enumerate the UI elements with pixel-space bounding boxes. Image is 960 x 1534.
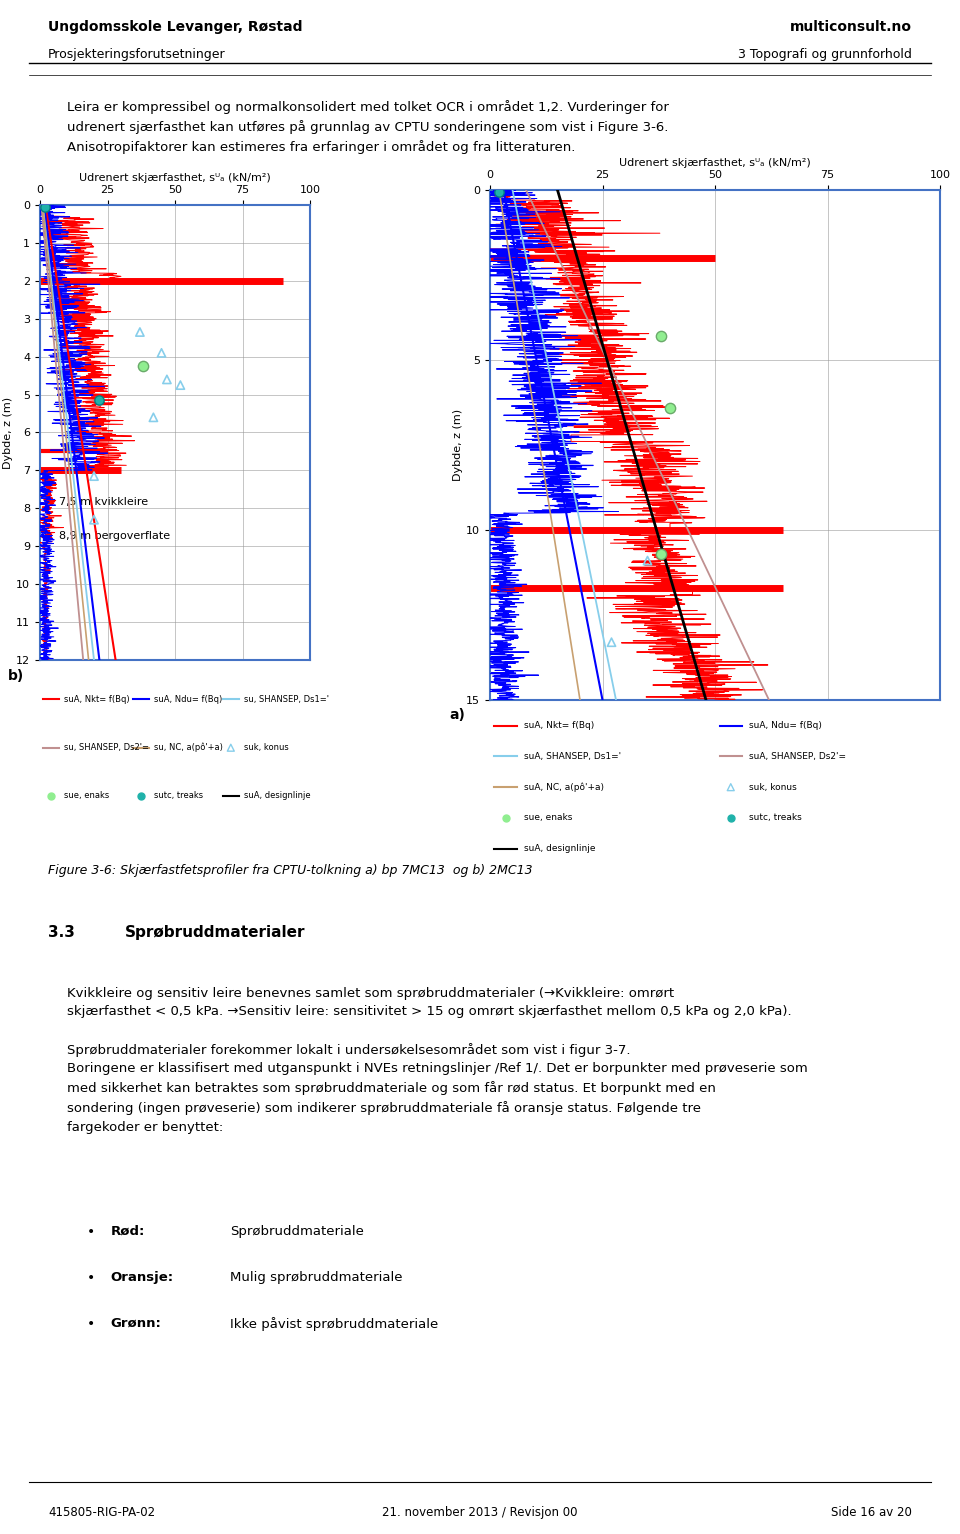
Point [604,630,619,655]
Text: suA, Nkt= f(Bq): suA, Nkt= f(Bq) [64,695,130,704]
Text: 3.3: 3.3 [48,925,75,940]
Text: Ungdomsskole Levanger, Røstad: Ungdomsskole Levanger, Røstad [48,20,302,34]
Text: multiconsult.no: multiconsult.no [790,20,912,34]
Point [37,195,53,219]
Text: suA, Ndu= f(Bq): suA, Ndu= f(Bq) [155,695,223,704]
Text: suA, Nkt= f(Bq): suA, Nkt= f(Bq) [524,721,594,730]
Text: sutc, treaks: sutc, treaks [749,813,802,822]
Text: •: • [86,1224,95,1238]
Text: Mulig sprøbruddmateriale: Mulig sprøbruddmateriale [230,1270,403,1284]
Text: 21. november 2013 / Revisjon 00: 21. november 2013 / Revisjon 00 [382,1506,578,1519]
Point [154,341,169,365]
Text: suk, konus: suk, konus [244,742,289,752]
Text: b): b) [8,669,24,683]
Text: 7,5 m kvikkleire: 7,5 m kvikkleire [59,497,148,506]
Point [86,463,102,488]
X-axis label: Udrenert skjærfasthet, sᵁₐ (kN/m²): Udrenert skjærfasthet, sᵁₐ (kN/m²) [79,173,271,183]
Text: Figure 3-6: Skjærfastfetsprofiler fra CPTU-tolkning a) bp 7MC13  og b) 2MC13: Figure 3-6: Skjærfastfetsprofiler fra CP… [48,864,533,877]
Text: sue, enaks: sue, enaks [64,792,109,801]
Text: Kvikkleire og sensitiv leire benevnes samlet som sprøbruddmaterialer (→Kvikkleir: Kvikkleire og sensitiv leire benevnes sa… [67,986,808,1134]
Text: •: • [86,1316,95,1330]
Text: •: • [86,1270,95,1284]
Text: sutc, treaks: sutc, treaks [155,792,204,801]
Point [173,373,188,397]
Text: suA, NC, a(pô'+a): suA, NC, a(pô'+a) [524,782,604,792]
Point [159,367,175,391]
Text: su, NC, a(pô'+a): su, NC, a(pô'+a) [155,742,223,753]
Text: suA, SHANSEP, Ds1=': suA, SHANSEP, Ds1=' [524,752,621,761]
Text: 8,9 m bergoverflate: 8,9 m bergoverflate [59,531,170,542]
Text: 415805-RIG-PA-02: 415805-RIG-PA-02 [48,1506,156,1519]
Text: Ikke påvist sprøbruddmateriale: Ikke påvist sprøbruddmateriale [230,1316,439,1330]
Text: a): a) [449,707,466,721]
Text: Oransje:: Oransje: [110,1270,174,1284]
Text: Leira er kompressibel og normalkonsolidert med tolket OCR i området 1,2. Vurderi: Leira er kompressibel og normalkonsolide… [67,100,669,153]
Text: suk, konus: suk, konus [749,782,797,792]
Text: 3 Topografi og grunnforhold: 3 Topografi og grunnforhold [738,48,912,61]
Point [851,313,866,337]
Y-axis label: Dybde, z (m): Dybde, z (m) [4,396,13,468]
Point [146,405,161,430]
Text: su, SHANSEP, Ds2'=: su, SHANSEP, Ds2'= [64,742,150,752]
Point [492,179,507,204]
Point [132,319,148,344]
Point [654,324,669,348]
Point [662,396,678,420]
Point [654,542,669,566]
Text: suA, SHANSEP, Ds2'=: suA, SHANSEP, Ds2'= [749,752,846,761]
Point [92,388,108,413]
Point [135,354,151,379]
Y-axis label: Dybde, z (m): Dybde, z (m) [453,410,464,482]
X-axis label: Udrenert skjærfasthet, sᵁₐ (kN/m²): Udrenert skjærfasthet, sᵁₐ (kN/m²) [619,158,811,169]
Text: suA, Ndu= f(Bq): suA, Ndu= f(Bq) [749,721,822,730]
Text: Rød:: Rød: [110,1224,145,1238]
Text: Prosjekteringsforutsetninger: Prosjekteringsforutsetninger [48,48,226,61]
Text: sue, enaks: sue, enaks [524,813,572,822]
Text: Grønn:: Grønn: [110,1316,161,1330]
Text: Sprøbruddmaterialer: Sprøbruddmaterialer [125,925,305,940]
Text: Side 16 av 20: Side 16 av 20 [831,1506,912,1519]
Point [86,508,102,532]
Text: Sprøbruddmateriale: Sprøbruddmateriale [230,1224,364,1238]
Point [639,548,655,572]
Text: suA, designlinje: suA, designlinje [244,792,311,801]
Point [266,371,281,396]
Text: su, SHANSEP, Ds1=': su, SHANSEP, Ds1=' [244,695,329,704]
Text: suA, designlinje: suA, designlinje [524,844,595,853]
